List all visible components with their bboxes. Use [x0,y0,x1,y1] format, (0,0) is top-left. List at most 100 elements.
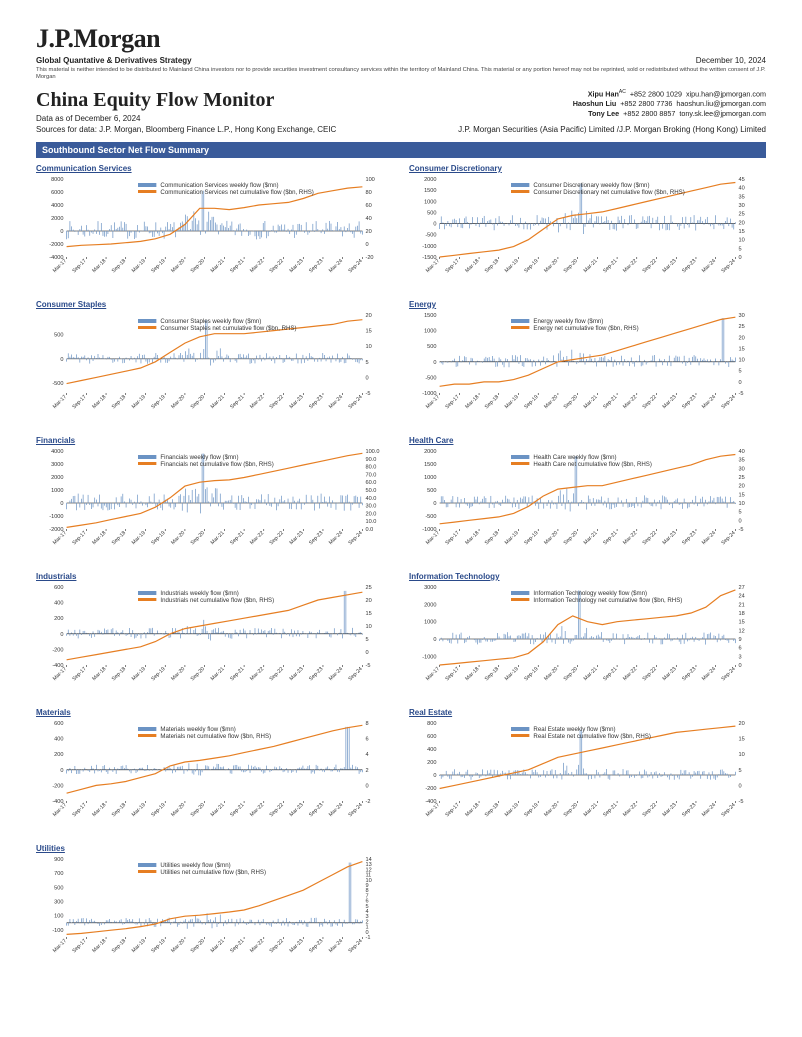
svg-text:35: 35 [738,458,744,464]
legend-weekly: Consumer Discretionary weekly flow ($mn) [533,183,649,189]
svg-text:-100: -100 [52,928,63,934]
svg-text:7: 7 [365,893,368,899]
svg-text:27: 27 [738,585,744,591]
svg-text:Sep-20: Sep-20 [190,258,206,274]
svg-text:25: 25 [738,212,744,218]
svg-text:Sep-23: Sep-23 [681,394,697,410]
svg-text:-5: -5 [738,391,743,397]
svg-text:Mar-18: Mar-18 [91,802,107,818]
svg-text:6: 6 [365,899,368,905]
svg-text:100.0: 100.0 [365,449,379,455]
svg-text:Mar-21: Mar-21 [583,530,599,546]
svg-text:Sep-22: Sep-22 [269,530,285,546]
chart: -5000500-505101520Consumer Staples weekl… [36,309,393,427]
panel-title: Materials [36,708,393,717]
svg-text:15: 15 [365,329,371,335]
svg-text:Mar-19: Mar-19 [131,666,147,682]
svg-text:8: 8 [365,888,368,894]
svg-text:2: 2 [365,768,368,774]
svg-text:Sep-17: Sep-17 [444,530,460,546]
svg-text:15: 15 [738,620,744,626]
panel-communication-services: Communication Services-4000-200002000400… [36,164,393,296]
svg-text:0: 0 [738,663,741,669]
svg-text:Mar-19: Mar-19 [131,530,147,546]
svg-text:15: 15 [738,229,744,235]
svg-text:Sep-23: Sep-23 [308,394,324,410]
svg-text:Mar-20: Mar-20 [543,802,559,818]
svg-text:0: 0 [60,229,63,235]
svg-text:3000: 3000 [424,585,436,591]
svg-text:Sep-18: Sep-18 [111,394,127,410]
svg-text:Mar-24: Mar-24 [701,666,717,682]
svg-text:11: 11 [365,873,371,879]
chart: -400-2000200400600-50510152025Industrial… [36,581,393,699]
svg-text:Sep-20: Sep-20 [563,666,579,682]
svg-text:4: 4 [365,909,368,915]
panel-materials: Materials-400-2000200400600-202468Materi… [36,708,393,840]
svg-text:Mar-18: Mar-18 [464,666,480,682]
svg-text:3000: 3000 [51,462,63,468]
svg-text:Sep-18: Sep-18 [484,394,500,410]
svg-text:-500: -500 [425,514,436,520]
panel-title: Utilities [36,844,393,853]
svg-text:Mar-20: Mar-20 [170,802,186,818]
svg-text:Sep-23: Sep-23 [308,530,324,546]
svg-text:Sep-17: Sep-17 [71,666,87,682]
panel-consumer-discretionary: Consumer Discretionary-1500-1000-5000500… [409,164,766,296]
svg-text:2000: 2000 [424,602,436,608]
legend-cumul: Real Estate net cumulative flow ($bn, RH… [533,734,650,740]
svg-text:3: 3 [365,914,368,920]
svg-text:5: 5 [738,369,741,375]
top-line: Global Quantative & Derivatives Strategy… [36,56,766,65]
svg-text:Sep-17: Sep-17 [71,938,87,954]
svg-text:Sep-24: Sep-24 [720,394,736,410]
svg-text:Sep-23: Sep-23 [681,530,697,546]
svg-text:Mar-22: Mar-22 [249,802,265,818]
svg-text:14: 14 [365,857,371,863]
svg-text:2: 2 [365,919,368,925]
svg-text:-200: -200 [52,783,63,789]
svg-text:Sep-24: Sep-24 [720,802,736,818]
svg-text:15: 15 [738,492,744,498]
svg-text:Sep-18: Sep-18 [111,530,127,546]
svg-text:Sep-21: Sep-21 [602,666,618,682]
svg-text:Sep-24: Sep-24 [347,258,363,274]
svg-text:30: 30 [738,313,744,319]
svg-text:0: 0 [433,360,436,366]
svg-text:Mar-21: Mar-21 [583,802,599,818]
svg-text:Mar-21: Mar-21 [210,394,226,410]
svg-text:60.0: 60.0 [365,480,376,486]
svg-text:-5: -5 [738,799,743,805]
svg-text:0: 0 [738,518,741,524]
svg-text:Sep-21: Sep-21 [602,394,618,410]
contacts: Xipu HanAC +852 2800 1029 xipu.han@jpmor… [573,89,766,119]
contact-line: Haoshun Liu +852 2800 7736 haoshun.liu@j… [573,99,766,109]
svg-text:Sep-20: Sep-20 [563,530,579,546]
svg-text:Sep-23: Sep-23 [681,258,697,274]
svg-text:Sep-18: Sep-18 [484,530,500,546]
legend-weekly: Real Estate weekly flow ($mn) [533,727,615,733]
svg-text:25: 25 [738,475,744,481]
chart: -100100300500700900-10123456789101112131… [36,853,393,971]
svg-text:Mar-19: Mar-19 [504,394,520,410]
svg-text:Sep-21: Sep-21 [602,258,618,274]
legend-weekly: Industrials weekly flow ($mn) [160,591,238,597]
svg-text:Mar-21: Mar-21 [583,394,599,410]
svg-text:Mar-22: Mar-22 [622,394,638,410]
svg-text:Mar-20: Mar-20 [543,666,559,682]
svg-text:0: 0 [60,501,63,507]
svg-text:5: 5 [738,246,741,252]
panel-title: Financials [36,436,393,445]
svg-text:Mar-20: Mar-20 [543,530,559,546]
charts-grid: Communication Services-4000-200002000400… [36,164,766,976]
page-title: China Equity Flow Monitor [36,89,274,112]
svg-text:Sep-19: Sep-19 [523,666,539,682]
chart: -2000-1000010002000300040000.010.020.030… [36,445,393,563]
svg-text:0: 0 [365,375,368,381]
svg-text:Sep-23: Sep-23 [681,666,697,682]
svg-text:Sep-19: Sep-19 [523,530,539,546]
svg-text:Mar-23: Mar-23 [289,394,305,410]
svg-text:400: 400 [54,601,63,607]
svg-text:200: 200 [54,752,63,758]
svg-text:Mar-22: Mar-22 [249,938,265,954]
